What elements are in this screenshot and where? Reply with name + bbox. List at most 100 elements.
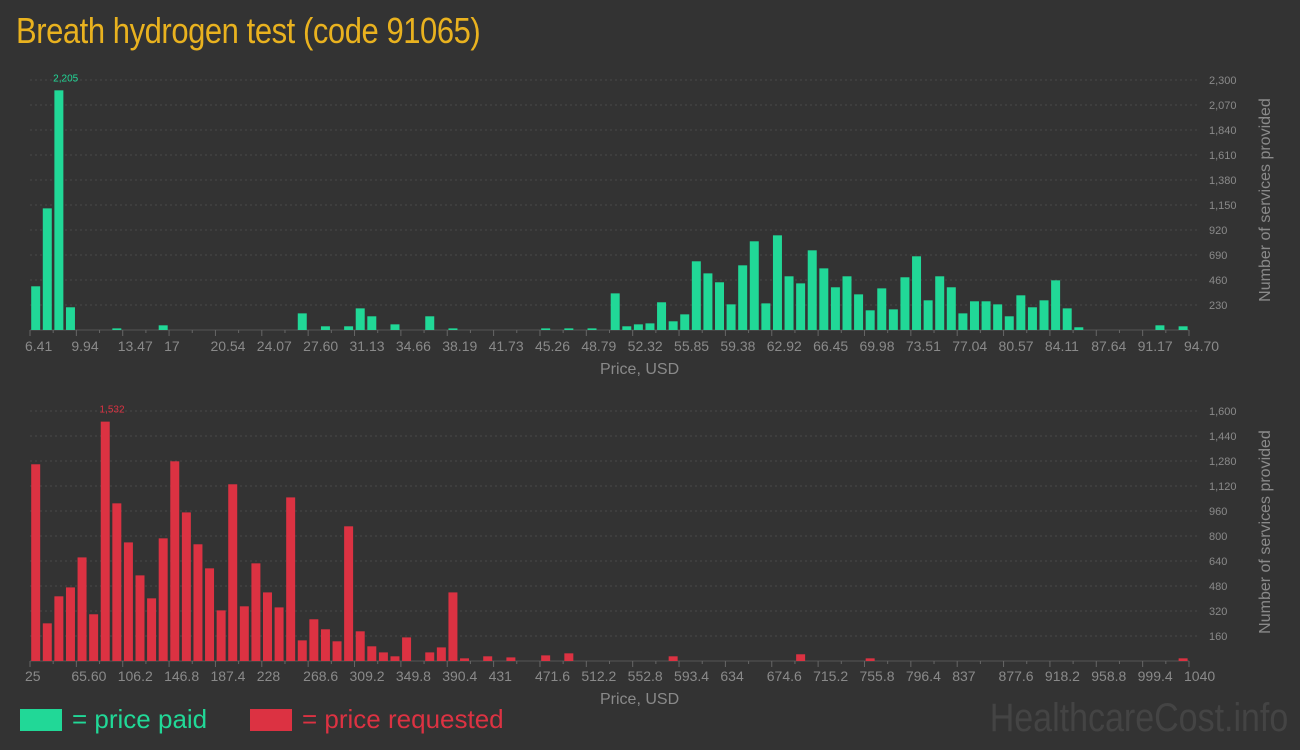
bar (65, 587, 75, 661)
bar (564, 653, 574, 661)
x-tick-label: 187.4 (210, 668, 245, 684)
x-tick-label: 106.2 (118, 668, 153, 684)
bar (483, 656, 493, 661)
y-axis-title: Number of services provided (1257, 430, 1274, 634)
max-value-label: 1,532 (100, 405, 125, 416)
x-tick-label: 552.8 (628, 668, 663, 684)
x-tick-label: 715.2 (813, 668, 848, 684)
y-tick-label: 690 (1209, 250, 1227, 262)
y-tick-label: 2,300 (1209, 75, 1237, 87)
bar (286, 497, 296, 661)
bar (460, 658, 470, 661)
y-tick-label: 960 (1209, 506, 1227, 518)
y-tick-label: 1,280 (1209, 456, 1237, 468)
bar (320, 326, 330, 330)
x-tick-label: 349.8 (396, 668, 431, 684)
x-tick-label: 34.66 (396, 338, 431, 354)
x-tick-label: 9.94 (71, 338, 98, 354)
bar (54, 90, 64, 331)
bar (715, 282, 724, 330)
x-tick-label: 66.45 (813, 338, 848, 354)
x-tick-label: 20.54 (210, 338, 245, 354)
bar (865, 658, 875, 661)
bar (31, 464, 41, 661)
bar (749, 241, 759, 330)
x-tick-label: 796.4 (906, 668, 941, 684)
y-tick-label: 1,440 (1209, 431, 1237, 443)
x-tick-label: 431 (489, 668, 513, 684)
bar (1074, 327, 1084, 330)
bar (355, 631, 365, 661)
bar (158, 538, 168, 661)
bar (587, 328, 597, 330)
x-tick-label: 45.26 (535, 338, 570, 354)
bar (251, 563, 261, 661)
x-tick-label: 309.2 (350, 668, 385, 684)
bar (993, 304, 1003, 330)
bar (112, 328, 122, 330)
bar (703, 273, 713, 330)
bar (1004, 316, 1014, 330)
y-axis-title: Number of services provided (1257, 98, 1274, 302)
bar (1062, 308, 1072, 330)
page-title: Breath hydrogen test (code 91065) (16, 10, 481, 51)
bar (344, 526, 354, 661)
bar (946, 287, 956, 330)
bar (367, 316, 377, 330)
x-tick-label: 62.92 (767, 338, 802, 354)
bar (100, 421, 110, 661)
y-tick-label: 480 (1209, 581, 1227, 593)
x-tick-label: 24.07 (257, 338, 292, 354)
x-tick-label: 634 (720, 668, 744, 684)
bar (796, 283, 806, 330)
y-tick-label: 1,610 (1209, 150, 1237, 162)
bar (807, 250, 817, 330)
bar (761, 303, 771, 330)
bar (390, 324, 400, 330)
bar (981, 301, 991, 330)
x-tick-label: 877.6 (999, 668, 1034, 684)
bar (1178, 658, 1188, 661)
bar (738, 265, 748, 330)
bar (425, 652, 435, 661)
bar (854, 294, 864, 330)
x-tick-label: 73.51 (906, 338, 941, 354)
bar (900, 277, 910, 330)
bar (170, 461, 180, 661)
x-axis-title: Price, USD (600, 361, 679, 378)
x-tick-label: 471.6 (535, 668, 570, 684)
y-tick-label: 800 (1209, 531, 1227, 543)
x-tick-label: 38.19 (442, 338, 477, 354)
legend-label-requested: = price requested (302, 704, 504, 734)
x-tick-label: 837 (952, 668, 976, 684)
bar (1016, 295, 1026, 330)
x-tick-label: 41.73 (489, 338, 524, 354)
bar (726, 304, 736, 330)
bar (691, 261, 701, 330)
bar (42, 208, 52, 330)
bar (564, 328, 574, 330)
bar (274, 607, 284, 661)
bar (506, 657, 516, 661)
x-tick-label: 6.41 (25, 338, 52, 354)
bar (112, 503, 122, 661)
x-tick-label: 69.98 (859, 338, 894, 354)
x-tick-label: 1040 (1184, 668, 1215, 684)
x-tick-label: 84.11 (1045, 338, 1079, 354)
bar (796, 654, 806, 661)
y-tick-label: 2,070 (1209, 100, 1237, 112)
bar (344, 326, 354, 330)
max-value-label: 2,205 (53, 73, 78, 84)
x-tick-label: 65.60 (71, 668, 106, 684)
y-tick-label: 460 (1209, 275, 1227, 287)
bar (42, 623, 52, 661)
bar (633, 324, 643, 330)
bar (819, 268, 829, 330)
x-tick-label: 80.57 (999, 338, 1034, 354)
x-tick-label: 27.60 (303, 338, 338, 354)
x-tick-label: 17 (164, 338, 180, 354)
bar (263, 592, 272, 661)
bar (830, 287, 840, 330)
bar (77, 557, 87, 661)
